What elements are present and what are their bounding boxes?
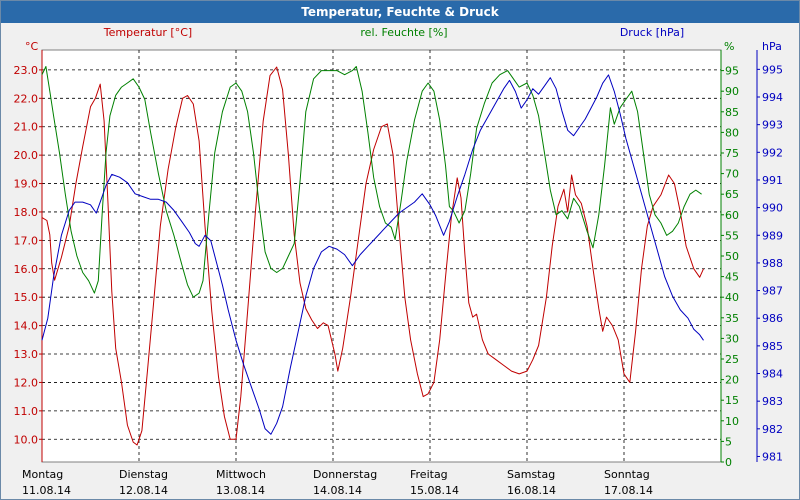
- day-date-label: 17.08.14: [604, 484, 653, 497]
- pressure-tick-label: 986: [762, 312, 783, 325]
- temperature-tick-label: 12.0: [14, 376, 39, 389]
- temperature-tick-label: 18.0: [14, 206, 39, 219]
- temperature-tick-label: 22.0: [14, 92, 39, 105]
- pressure-tick-label: 983: [762, 395, 783, 408]
- pressure-tick-label: 989: [762, 229, 783, 242]
- pressure-tick-label: 993: [762, 119, 783, 132]
- temperature-tick-label: 16.0: [14, 263, 39, 276]
- humidity-unit: %: [724, 40, 734, 53]
- day-date-label: 15.08.14: [410, 484, 459, 497]
- temperature-tick-label: 10.0: [14, 433, 39, 446]
- day-date-label: 13.08.14: [216, 484, 265, 497]
- humidity-tick-label: 20: [725, 374, 739, 387]
- pressure-axis-title: Druck [hPa]: [620, 26, 684, 39]
- temperature-series-line: [41, 66, 704, 446]
- humidity-series-line: [41, 66, 702, 298]
- humidity-tick-label: 35: [725, 312, 739, 325]
- pressure-tick-label: 991: [762, 174, 783, 187]
- day-date-label: 12.08.14: [119, 484, 168, 497]
- temperature-tick-label: 19.0: [14, 178, 39, 191]
- humidity-tick-label: 10: [725, 415, 739, 428]
- pressure-tick-label: 995: [762, 63, 783, 76]
- temperature-axis-title: Temperatur [°C]: [103, 26, 192, 39]
- day-date-label: 14.08.14: [313, 484, 362, 497]
- pressure-tick-label: 992: [762, 146, 783, 159]
- humidity-tick-label: 50: [725, 250, 739, 263]
- humidity-tick-label: 25: [725, 353, 739, 366]
- humidity-tick-label: 15: [725, 394, 739, 407]
- pressure-tick-label: 987: [762, 285, 783, 298]
- day-name-label: Mittwoch: [216, 468, 266, 481]
- humidity-axis-title: rel. Feuchte [%]: [360, 26, 447, 39]
- temperature-tick-label: 11.0: [14, 405, 39, 418]
- pressure-tick-label: 982: [762, 423, 783, 436]
- pressure-tick-label: 988: [762, 257, 783, 270]
- humidity-tick-label: 90: [725, 85, 739, 98]
- pressure-tick-label: 984: [762, 368, 783, 381]
- humidity-tick-label: 0: [725, 456, 732, 469]
- day-name-label: Freitag: [410, 468, 448, 481]
- temperature-tick-label: 17.0: [14, 234, 39, 247]
- humidity-tick-label: 80: [725, 126, 739, 139]
- temperature-tick-label: 20.0: [14, 149, 39, 162]
- humidity-tick-label: 85: [725, 106, 739, 119]
- day-name-label: Sonntag: [604, 468, 650, 481]
- temperature-tick-label: 23.0: [14, 64, 39, 77]
- day-name-label: Donnerstag: [313, 468, 377, 481]
- humidity-tick-label: 30: [725, 332, 739, 345]
- humidity-tick-label: 95: [725, 65, 739, 78]
- humidity-tick-label: 5: [725, 435, 732, 448]
- day-date-label: 11.08.14: [22, 484, 71, 497]
- temperature-tick-label: 13.0: [14, 348, 39, 361]
- temperature-tick-label: 21.0: [14, 121, 39, 134]
- humidity-tick-label: 55: [725, 229, 739, 242]
- humidity-tick-label: 45: [725, 271, 739, 284]
- day-name-label: Dienstag: [119, 468, 168, 481]
- humidity-tick-label: 60: [725, 209, 739, 222]
- pressure-tick-label: 981: [762, 450, 783, 463]
- humidity-tick-label: 75: [725, 147, 739, 160]
- temperature-unit: °C: [25, 40, 39, 53]
- pressure-series-line: [41, 74, 704, 435]
- temperature-tick-label: 14.0: [14, 320, 39, 333]
- pressure-tick-label: 990: [762, 202, 783, 215]
- pressure-tick-label: 985: [762, 340, 783, 353]
- humidity-tick-label: 65: [725, 188, 739, 201]
- window-title: Temperatur, Feuchte & Druck: [1, 1, 799, 23]
- pressure-unit: hPa: [762, 40, 782, 53]
- humidity-tick-label: 40: [725, 291, 739, 304]
- pressure-tick-label: 994: [762, 91, 783, 104]
- temperature-tick-label: 15.0: [14, 291, 39, 304]
- day-name-label: Montag: [22, 468, 63, 481]
- day-name-label: Samstag: [507, 468, 555, 481]
- humidity-tick-label: 70: [725, 168, 739, 181]
- day-date-label: 16.08.14: [507, 484, 556, 497]
